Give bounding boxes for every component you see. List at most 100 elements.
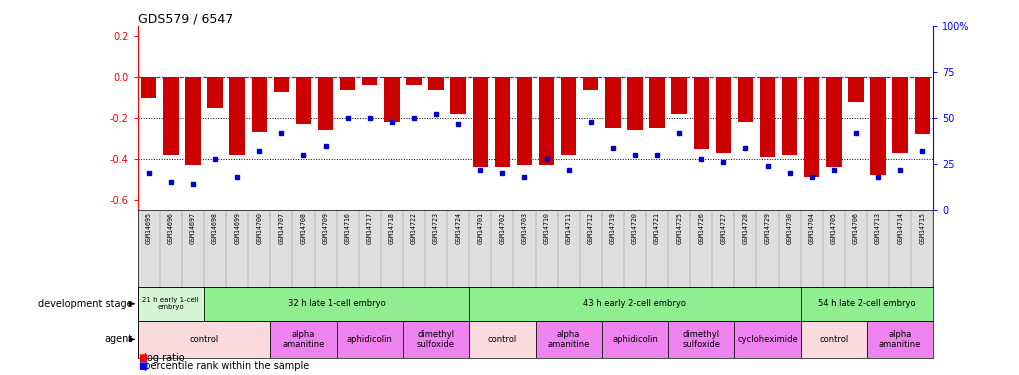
- Bar: [892, 77, 907, 153]
- Text: GSM14708: GSM14708: [301, 212, 306, 244]
- Text: alpha
amanitine: alpha amanitine: [282, 330, 324, 349]
- Text: ■: ■: [138, 361, 147, 371]
- Bar: [469, 321, 535, 358]
- Text: cycloheximide: cycloheximide: [737, 335, 797, 344]
- Bar: [138, 321, 270, 358]
- Bar: [914, 77, 929, 135]
- Text: GSM14717: GSM14717: [367, 212, 372, 244]
- Bar: [800, 321, 866, 358]
- Bar: [604, 77, 620, 128]
- Bar: [185, 77, 201, 165]
- Text: GSM14730: GSM14730: [786, 212, 792, 244]
- Text: 54 h late 2-cell embryo: 54 h late 2-cell embryo: [817, 299, 915, 308]
- Text: GSM14706: GSM14706: [852, 212, 858, 244]
- Text: GSM14705: GSM14705: [830, 212, 836, 244]
- Text: dimethyl
sulfoxide: dimethyl sulfoxide: [417, 330, 454, 349]
- Bar: [671, 77, 686, 114]
- Bar: [866, 321, 932, 358]
- Bar: [362, 77, 377, 86]
- Text: GSM14713: GSM14713: [874, 212, 880, 244]
- Text: 21 h early 1-cell
embryo: 21 h early 1-cell embryo: [143, 297, 199, 310]
- Text: GSM14704: GSM14704: [808, 212, 814, 244]
- Text: GSM14729: GSM14729: [764, 212, 769, 244]
- Text: GSM14696: GSM14696: [168, 212, 173, 244]
- Text: development stage: development stage: [38, 299, 132, 309]
- Text: GSM14712: GSM14712: [587, 212, 593, 244]
- Text: log ratio: log ratio: [138, 353, 184, 363]
- Text: control: control: [818, 335, 848, 344]
- Bar: [138, 287, 204, 321]
- Text: GSM14721: GSM14721: [653, 212, 659, 244]
- Text: GSM14698: GSM14698: [212, 212, 218, 244]
- Text: aphidicolin: aphidicolin: [611, 335, 657, 344]
- Bar: [273, 77, 288, 92]
- Bar: [163, 77, 178, 155]
- Text: GSM14726: GSM14726: [698, 212, 703, 244]
- Bar: [869, 77, 884, 175]
- Bar: [800, 287, 932, 321]
- Bar: [803, 77, 818, 177]
- Text: GSM14727: GSM14727: [719, 212, 726, 244]
- Text: GSM14697: GSM14697: [190, 212, 196, 244]
- Text: dimethyl
sulfoxide: dimethyl sulfoxide: [682, 330, 719, 349]
- Text: control: control: [190, 335, 218, 344]
- Bar: [296, 77, 311, 124]
- Text: GSM14701: GSM14701: [477, 212, 483, 244]
- Text: GSM14710: GSM14710: [543, 212, 549, 244]
- Text: GSM14719: GSM14719: [609, 212, 615, 244]
- Bar: [469, 287, 800, 321]
- Bar: [825, 77, 841, 167]
- Bar: [535, 321, 601, 358]
- Text: GSM14711: GSM14711: [566, 212, 571, 244]
- Text: control: control: [487, 335, 517, 344]
- Text: GSM14709: GSM14709: [322, 212, 328, 244]
- Bar: [715, 77, 731, 153]
- Bar: [339, 77, 355, 90]
- Bar: [336, 321, 403, 358]
- Bar: [848, 77, 863, 102]
- Bar: [737, 77, 752, 122]
- Bar: [229, 77, 245, 155]
- Bar: [270, 321, 336, 358]
- Text: agent: agent: [104, 334, 132, 344]
- Bar: [667, 321, 734, 358]
- Text: GSM14716: GSM14716: [344, 212, 351, 244]
- Bar: [759, 77, 774, 157]
- Bar: [734, 321, 800, 358]
- Text: GDS579 / 6547: GDS579 / 6547: [138, 12, 232, 25]
- Text: GSM14707: GSM14707: [278, 212, 284, 244]
- Bar: [627, 77, 642, 130]
- Text: GSM14700: GSM14700: [256, 212, 262, 244]
- Text: GSM14702: GSM14702: [499, 212, 504, 244]
- Bar: [782, 77, 797, 155]
- Text: 32 h late 1-cell embryo: 32 h late 1-cell embryo: [287, 299, 385, 308]
- Text: GSM14723: GSM14723: [433, 212, 438, 244]
- Bar: [406, 77, 421, 86]
- Bar: [601, 321, 667, 358]
- Bar: [517, 77, 532, 165]
- Text: GSM14699: GSM14699: [234, 212, 239, 244]
- Bar: [693, 77, 708, 149]
- Text: alpha
amanitine: alpha amanitine: [878, 330, 920, 349]
- Bar: [428, 77, 443, 90]
- Bar: [538, 77, 553, 165]
- Text: GSM14718: GSM14718: [388, 212, 394, 244]
- Text: GSM14720: GSM14720: [632, 212, 637, 244]
- Bar: [384, 77, 399, 122]
- Bar: [204, 287, 469, 321]
- Bar: [252, 77, 267, 132]
- Text: percentile rank within the sample: percentile rank within the sample: [138, 361, 309, 371]
- Text: 43 h early 2-cell embryo: 43 h early 2-cell embryo: [583, 299, 686, 308]
- Bar: [583, 77, 598, 90]
- Text: ■: ■: [138, 353, 147, 363]
- Bar: [207, 77, 222, 108]
- Bar: [649, 77, 664, 128]
- Text: alpha
amanitine: alpha amanitine: [547, 330, 589, 349]
- Text: GSM14695: GSM14695: [146, 212, 152, 244]
- Bar: [494, 77, 510, 167]
- Bar: [141, 77, 156, 98]
- Text: GSM14724: GSM14724: [454, 212, 461, 244]
- Text: GSM14715: GSM14715: [918, 212, 924, 244]
- Text: GSM14714: GSM14714: [897, 212, 902, 244]
- Text: aphidicolin: aphidicolin: [346, 335, 392, 344]
